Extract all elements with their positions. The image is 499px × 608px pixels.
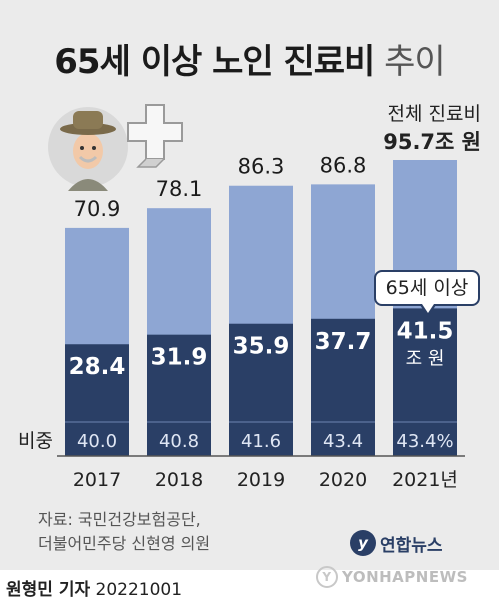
watermark-icon: Y	[316, 566, 338, 588]
chart-title: 65세 이상 노인 진료비 추이	[0, 34, 499, 83]
total-value-label: 78.1	[156, 177, 203, 201]
title-main: 65세 이상 노인 진료비	[54, 42, 375, 82]
elderly-callout: 65세 이상	[374, 270, 480, 306]
total-value-label: 86.3	[238, 155, 285, 179]
elderly-value-label: 41.5	[397, 318, 454, 344]
bar-chart: 70.9 28.4 40.0 2017 78.1 31.9 40.8 2018 86.3 35.9…	[57, 153, 465, 491]
source-note: 자료: 국민건강보험공단, 더불어민주당 신현영 의원	[38, 508, 210, 556]
face-icon	[73, 133, 103, 169]
ratio-label: 비중	[18, 430, 53, 452]
total-cost-value: 95.7조 원	[383, 130, 481, 154]
bar-elderly	[393, 308, 457, 456]
ratio-value-label: 40.8	[159, 431, 199, 452]
elderly-value-label: 28.4	[69, 354, 126, 380]
elderly-value-label: 35.9	[233, 334, 290, 360]
yonhap-logo-text: 연합뉴스	[380, 535, 443, 556]
source-line-2: 더불어민주당 신현영 의원	[38, 534, 211, 553]
eye-icon	[80, 146, 84, 150]
unit-label: 조 원	[406, 348, 445, 369]
ratio-value-label: 41.6	[241, 431, 281, 452]
ratio-value-label: 43.4	[323, 431, 363, 452]
cross-shadow-icon	[136, 158, 165, 168]
elderly-value-label: 31.9	[151, 345, 208, 371]
bar-elderly	[311, 318, 375, 456]
total-value-label: 86.8	[320, 153, 367, 177]
hat-crown-icon	[73, 111, 103, 129]
total-cost-label: 전체 진료비 95.7조 원	[383, 100, 481, 156]
ratio-value-label: 43.4%	[396, 431, 453, 452]
watermark: Y YONHAPNEWS	[316, 566, 468, 588]
x-tick-label: 2019	[237, 469, 285, 491]
yonhap-logo: y 연합뉴스	[350, 530, 443, 556]
eye-icon	[92, 146, 96, 150]
bar-elderly	[65, 344, 129, 456]
elderly-value-label: 37.7	[315, 329, 372, 355]
x-tick-label: 2020	[319, 469, 367, 491]
total-value-label: 70.9	[74, 197, 121, 221]
reporter-name: 원형민 기자	[6, 580, 91, 600]
source-line-1: 자료: 국민건강보험공단,	[38, 510, 201, 529]
jacket-icon	[68, 179, 108, 191]
watermark-text: YONHAPNEWS	[342, 568, 468, 586]
mustache-icon	[78, 155, 98, 163]
bar-elderly	[229, 323, 293, 456]
elderly-man-hospital-illustration	[48, 104, 183, 191]
bar-elderly	[147, 334, 211, 456]
x-tick-label: 2017	[73, 469, 121, 491]
publish-date: 20221001	[95, 580, 183, 600]
yonhap-logo-icon: y	[350, 530, 376, 556]
callout-tail-inner	[422, 304, 434, 313]
x-tick-label: 2021년	[392, 469, 458, 491]
ratio-value-label: 40.0	[77, 431, 117, 452]
byline: 원형민 기자 20221001	[6, 575, 182, 600]
total-cost-caption: 전체 진료비	[387, 103, 481, 125]
x-tick-label: 2018	[155, 469, 203, 491]
title-suffix: 추이	[384, 42, 446, 82]
